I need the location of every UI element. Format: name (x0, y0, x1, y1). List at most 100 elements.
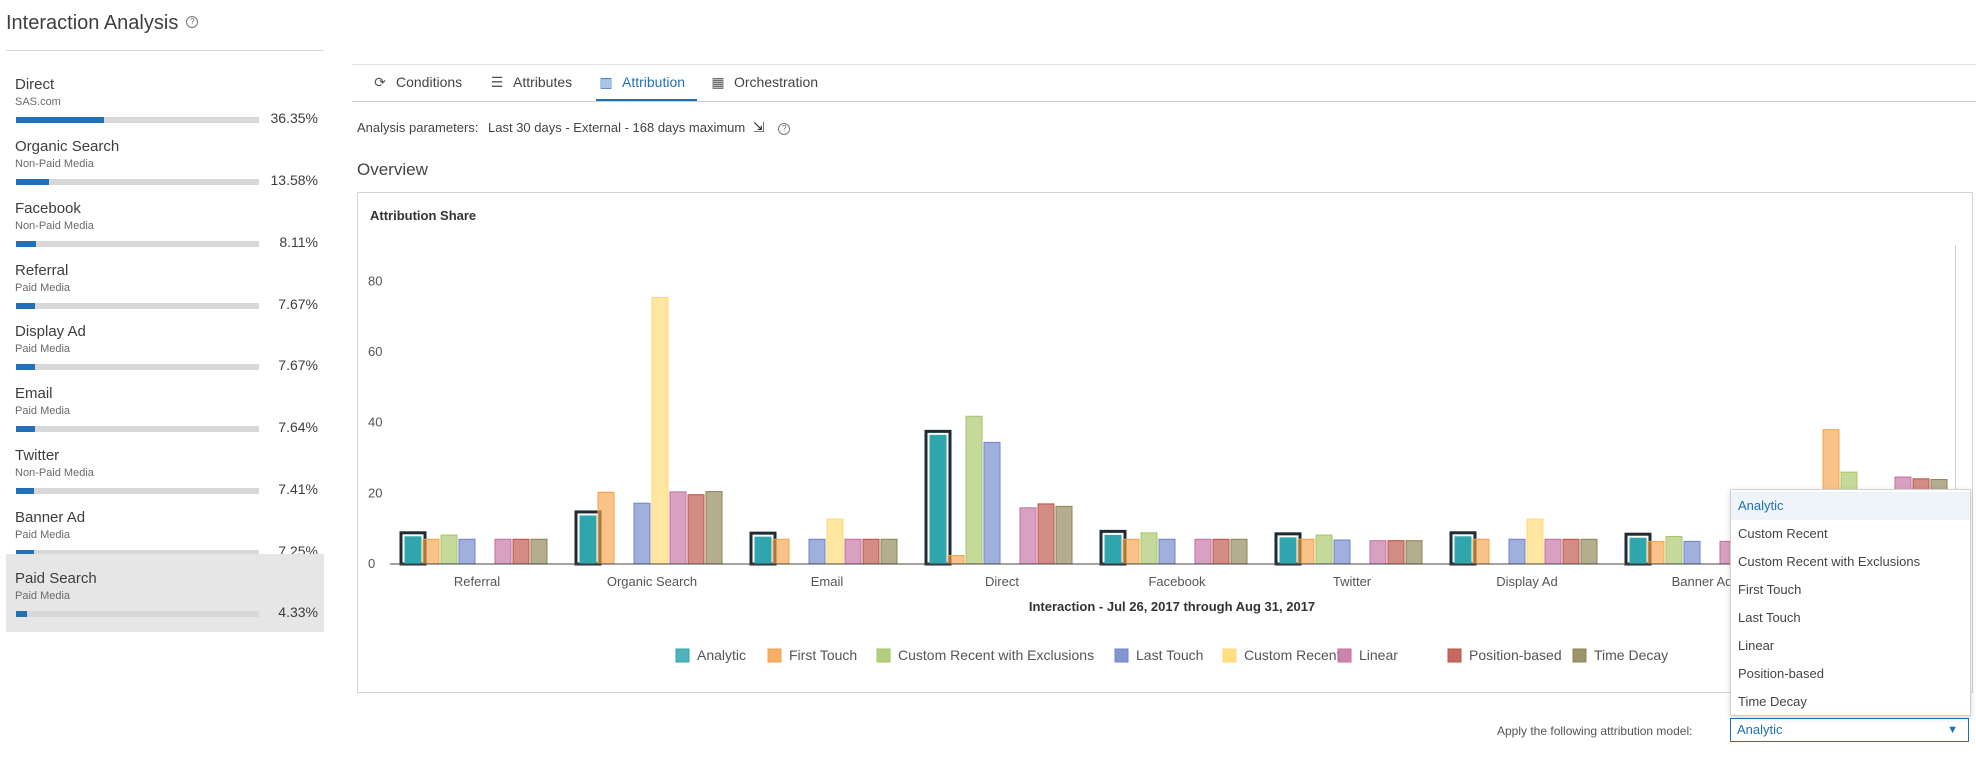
attributes-icon: ☰ (490, 74, 504, 90)
sidebar-item-percent: 13.58% (270, 172, 318, 188)
sidebar-item[interactable]: Paid Search Paid Media 4.33% (6, 554, 324, 632)
sidebar-item[interactable]: Facebook Non-Paid Media 8.11% (6, 184, 324, 262)
sidebar-item-name: Banner Ad (15, 509, 86, 526)
tab-attribution[interactable]: ▥ Attribution (596, 65, 698, 101)
legend-label: Custom Recent (1244, 647, 1341, 663)
tab-label: Attributes (513, 74, 573, 90)
legend-label: First Touch (789, 647, 857, 663)
dropdown-option[interactable]: Custom Recent with Exclusions (1738, 554, 1921, 569)
x-axis-title: Interaction - Jul 26, 2017 through Aug 3… (1029, 599, 1315, 614)
bar (494, 538, 512, 565)
dropdown-option[interactable]: Linear (1738, 638, 1775, 653)
sidebar-item-name: Facebook (15, 200, 81, 217)
bar (1629, 537, 1647, 565)
bar (862, 538, 880, 565)
y-tick-label: 0 (368, 556, 375, 571)
bar (965, 415, 983, 565)
bar (458, 538, 476, 565)
tab-label: Attribution (622, 74, 686, 90)
sidebar-item-subtitle: Paid Media (15, 529, 71, 541)
bar (1369, 540, 1387, 565)
channel-sidebar: Direct SAS.com 36.35% Organic Search Non-Pai… (6, 50, 324, 773)
share-bar-fill (16, 303, 35, 309)
sidebar-item-percent: 7.41% (278, 481, 318, 497)
sidebar-item-percent: 4.33% (278, 604, 318, 620)
sidebar-item[interactable]: Organic Search Non-Paid Media 13.58% (6, 122, 324, 200)
tab-bar: ⟳ Conditions ☰ Attributes ▥ Attribution ▦ Orche… (352, 64, 1976, 102)
x-tick-label: Organic Search (607, 574, 697, 589)
sidebar-item-subtitle: Non-Paid Media (15, 158, 94, 170)
bar (597, 491, 615, 565)
sidebar-item[interactable]: Display Ad Paid Media 7.67% (6, 307, 324, 385)
bar (1037, 503, 1055, 565)
bar (512, 538, 530, 565)
help-icon[interactable]: ? (186, 15, 199, 28)
tab-conditions[interactable]: ⟳ Conditions (370, 65, 474, 100)
bar (1508, 538, 1526, 565)
x-tick-label: Direct (985, 574, 1019, 589)
legend-label: Analytic (697, 647, 746, 663)
share-bar-fill (16, 364, 35, 370)
sidebar-item[interactable]: Twitter Non-Paid Media 7.41% (6, 431, 324, 509)
sidebar-item-name: Direct (15, 76, 55, 93)
bar (1580, 538, 1598, 565)
bar (929, 434, 947, 565)
x-tick-label: Twitter (1333, 574, 1372, 589)
sidebar-item[interactable]: Direct SAS.com 36.35% (6, 60, 324, 138)
legend-swatch (1572, 648, 1587, 663)
dropdown-option[interactable]: Last Touch (1738, 610, 1801, 625)
sidebar-item-subtitle: Paid Media (15, 405, 71, 417)
attribution-model-value: Analytic (1737, 722, 1783, 737)
conditions-icon: ⟳ (374, 74, 386, 90)
bar (1647, 540, 1665, 565)
chevron-down-icon[interactable]: ▼ (1947, 724, 1958, 736)
bar (1194, 538, 1212, 565)
sidebar-item-subtitle: Paid Media (15, 590, 71, 602)
share-bar (16, 364, 259, 370)
share-bar-fill (16, 488, 34, 494)
x-tick-label: Display Ad (1496, 574, 1557, 589)
bar (1019, 507, 1037, 565)
chart-scrollbar[interactable] (1955, 245, 1956, 495)
legend-swatch (1114, 648, 1129, 663)
sidebar-item-name: Display Ad (15, 323, 86, 340)
analysis-parameters-value: Last 30 days - External - 168 days maxim… (488, 120, 746, 135)
dropdown-option[interactable]: First Touch (1738, 582, 1802, 597)
bar (947, 555, 965, 565)
sidebar-item-name: Organic Search (15, 138, 120, 155)
bar (1562, 538, 1580, 565)
sidebar-item[interactable]: Referral Paid Media 7.67% (6, 246, 324, 324)
share-bar-fill (16, 179, 49, 185)
tab-attributes[interactable]: ☰ Attributes (487, 65, 584, 100)
bar (1315, 534, 1333, 565)
share-bar-fill (16, 426, 35, 432)
edit-parameters-icon[interactable]: ⇲ (752, 119, 765, 135)
attribution-share-chart: 0 20 40 60 80 Referral Organic Search Email Dire… (368, 273, 1948, 663)
overview-title: Overview (357, 160, 428, 179)
bar (1122, 538, 1140, 565)
bar (687, 494, 705, 565)
bar (754, 536, 772, 565)
sidebar-item[interactable]: Email Paid Media 7.64% (6, 369, 324, 447)
bar (579, 515, 597, 565)
x-tick-label: Banner Ad (1672, 574, 1733, 589)
bar (808, 538, 826, 565)
sidebar-item-subtitle: Paid Media (15, 343, 71, 355)
analysis-parameters: Analysis parameters: Last 30 days - Exte… (357, 119, 791, 136)
tab-orchestration[interactable]: ▦ Orchestration (708, 65, 830, 100)
dropdown-option[interactable]: Time Decay (1738, 694, 1807, 709)
sidebar-item-percent: 7.67% (278, 296, 318, 312)
bar (651, 297, 669, 565)
dropdown-option[interactable]: Custom Recent (1738, 526, 1828, 541)
share-bar (16, 426, 259, 432)
sidebar-item-name: Email (15, 385, 53, 402)
dropdown-option[interactable]: Position-based (1738, 666, 1824, 681)
bar (1472, 538, 1490, 565)
parameters-help-icon[interactable]: ? (778, 122, 791, 135)
attribution-model-select[interactable]: Analytic ▼ (1730, 718, 1969, 742)
x-tick-label: Email (811, 574, 844, 589)
x-tick-label: Facebook (1148, 574, 1206, 589)
orchestration-icon: ▦ (711, 74, 725, 90)
x-tick-label: Referral (454, 574, 500, 589)
dropdown-option[interactable]: Analytic (1731, 492, 1970, 520)
